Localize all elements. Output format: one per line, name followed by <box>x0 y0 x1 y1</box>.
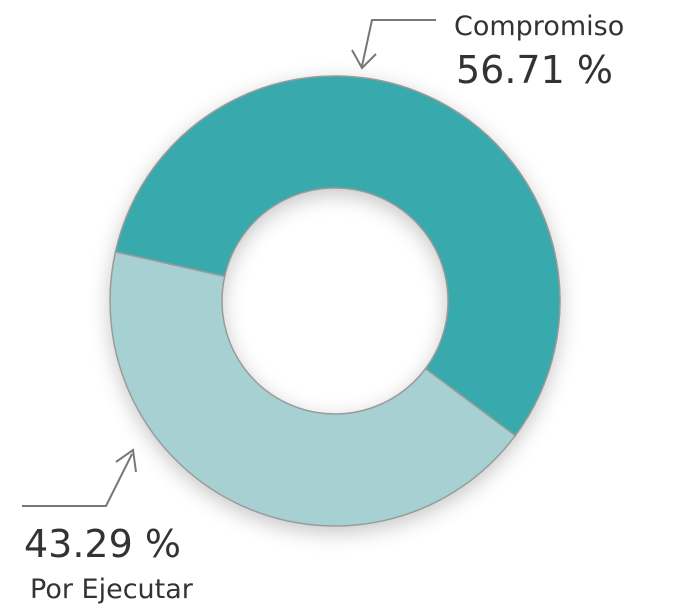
arrow <box>351 19 436 70</box>
label-name: Por Ejecutar <box>30 574 194 605</box>
label-value: 56.71 % <box>456 48 613 92</box>
label-name: Compromiso <box>454 11 624 42</box>
arrow <box>22 448 137 507</box>
donut <box>109 75 561 527</box>
label-value: 43.29 % <box>24 522 181 566</box>
slice <box>109 251 517 527</box>
slice <box>114 75 561 437</box>
